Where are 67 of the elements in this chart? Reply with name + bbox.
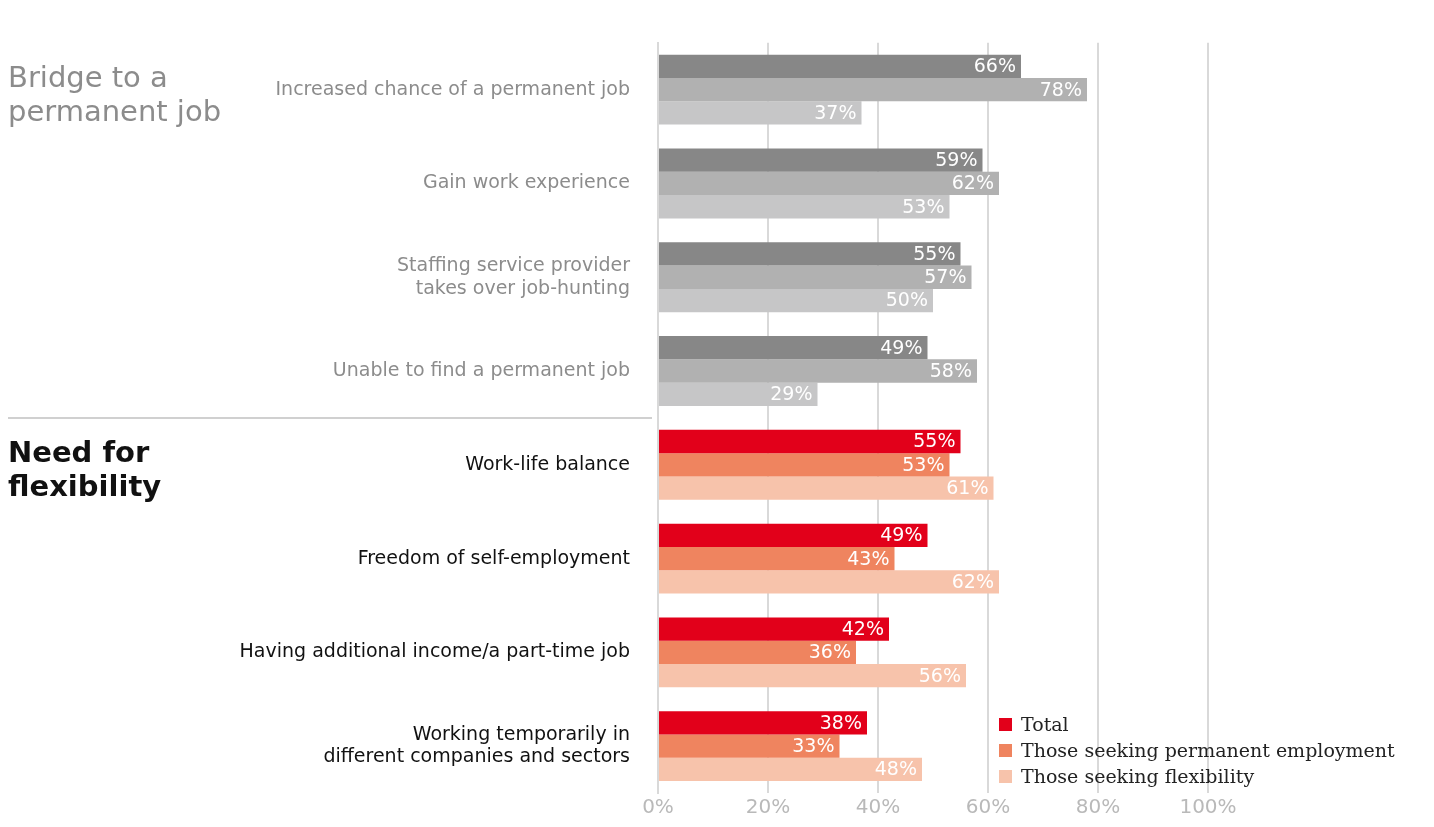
bar xyxy=(659,171,999,196)
bar xyxy=(659,288,933,313)
bar xyxy=(659,101,862,125)
data-label: 50% xyxy=(885,288,928,311)
x-tick-label: 100% xyxy=(1179,794,1237,819)
y-tick-label: Unable to find a permanent job xyxy=(332,357,630,380)
bar xyxy=(659,546,895,571)
data-label: 37% xyxy=(814,100,857,123)
data-label: 59% xyxy=(935,148,978,171)
bar xyxy=(659,640,856,664)
data-label: 58% xyxy=(929,358,972,381)
legend-label: Those seeking flexibility xyxy=(1021,764,1255,789)
legend-label: Those seeking permanent employment xyxy=(1021,738,1395,763)
legend-label: Total xyxy=(1021,712,1069,737)
bar xyxy=(659,476,994,500)
data-label: 55% xyxy=(913,241,956,264)
bar xyxy=(659,78,1087,102)
data-label: 56% xyxy=(918,663,961,686)
bar xyxy=(659,453,950,477)
x-tick-label: 20% xyxy=(745,794,791,819)
data-label: 55% xyxy=(913,429,956,452)
bar xyxy=(659,523,928,547)
bar xyxy=(659,336,928,360)
data-label: 49% xyxy=(880,335,923,358)
bar xyxy=(659,359,977,383)
bar xyxy=(659,734,840,758)
data-label: 36% xyxy=(808,640,851,663)
y-tick-label: Having additional income/a part-time job xyxy=(239,639,630,662)
x-tick-label: 60% xyxy=(965,794,1011,819)
data-label: 66% xyxy=(973,54,1016,77)
y-tick-label: Working temporarily in different companies and sectors xyxy=(323,721,630,767)
data-label: 62% xyxy=(951,171,994,194)
x-tick-label: 80% xyxy=(1075,794,1121,819)
data-label: 33% xyxy=(792,734,835,757)
x-tick-label: 0% xyxy=(642,794,674,819)
data-label: 53% xyxy=(902,194,945,217)
bar xyxy=(659,757,922,782)
bar xyxy=(659,242,961,266)
bar xyxy=(659,265,972,289)
bar xyxy=(659,195,950,219)
y-tick-label: Staffing service provider takes over job-hunting xyxy=(397,252,631,298)
data-label: 57% xyxy=(924,265,967,288)
data-label: 61% xyxy=(946,476,989,499)
text: Need for flexibility xyxy=(8,434,163,503)
bar xyxy=(659,148,983,172)
bar xyxy=(659,617,889,641)
data-label: 43% xyxy=(847,546,890,569)
text: Bridge to a permanent job xyxy=(8,59,223,128)
y-tick-label: Freedom of self-employment xyxy=(357,545,630,568)
data-label: 29% xyxy=(770,382,813,405)
y-tick-label: Increased chance of a permanent job xyxy=(275,76,630,99)
bar xyxy=(659,663,966,688)
data-label: 42% xyxy=(841,616,884,639)
data-label: 62% xyxy=(951,569,994,592)
bar xyxy=(659,382,818,406)
y-tick-label: Gain work experience xyxy=(422,170,630,193)
bar xyxy=(659,570,999,594)
data-label: 53% xyxy=(902,452,945,475)
bar xyxy=(659,711,867,735)
data-label: 38% xyxy=(819,710,862,733)
data-label: 78% xyxy=(1039,77,1082,100)
data-label: 49% xyxy=(880,523,923,546)
data-label: 48% xyxy=(874,757,917,780)
y-tick-label: Work-life balance xyxy=(465,451,630,474)
bar xyxy=(659,429,961,454)
x-tick-label: 40% xyxy=(855,794,901,819)
bar xyxy=(659,54,1021,79)
